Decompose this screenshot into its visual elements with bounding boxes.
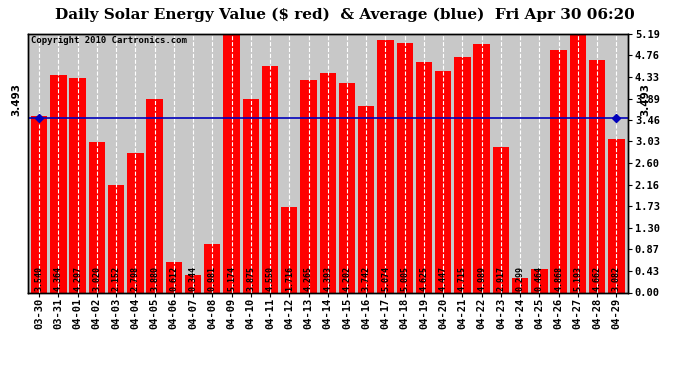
Text: 0.981: 0.981	[208, 266, 217, 291]
Text: 3.493: 3.493	[640, 83, 650, 116]
Text: 4.662: 4.662	[593, 266, 602, 291]
Text: 4.715: 4.715	[458, 266, 467, 291]
Bar	[243, 99, 259, 292]
Text: Copyright 2010 Cartronics.com: Copyright 2010 Cartronics.com	[30, 36, 186, 45]
Text: 4.202: 4.202	[342, 266, 351, 291]
Text: 3.082: 3.082	[612, 266, 621, 291]
Bar	[108, 185, 124, 292]
Text: 3.540: 3.540	[34, 266, 43, 291]
Text: 2.798: 2.798	[131, 266, 140, 291]
Text: 0.612: 0.612	[169, 266, 178, 291]
Bar	[50, 75, 66, 292]
Text: 4.550: 4.550	[266, 266, 275, 291]
Text: 5.005: 5.005	[400, 266, 409, 291]
Text: 4.393: 4.393	[323, 266, 333, 291]
Text: 4.868: 4.868	[554, 266, 563, 291]
Text: 2.917: 2.917	[496, 266, 505, 291]
Bar	[570, 34, 586, 292]
Bar	[358, 106, 375, 292]
Text: 3.880: 3.880	[150, 266, 159, 291]
Bar	[473, 44, 490, 292]
Bar	[224, 34, 239, 292]
Text: 4.297: 4.297	[73, 266, 82, 291]
Bar	[454, 57, 471, 292]
Bar	[31, 116, 48, 292]
Bar	[146, 99, 163, 292]
Bar	[300, 80, 317, 292]
Text: 5.193: 5.193	[573, 266, 582, 291]
Bar	[377, 39, 394, 292]
Text: 4.989: 4.989	[477, 266, 486, 291]
Text: 4.265: 4.265	[304, 266, 313, 291]
Bar	[589, 60, 605, 292]
Text: 3.493: 3.493	[11, 83, 21, 116]
Text: 5.074: 5.074	[381, 266, 390, 291]
Bar	[551, 50, 566, 292]
Bar	[416, 62, 432, 292]
Bar	[397, 43, 413, 292]
Bar	[512, 278, 529, 292]
Bar	[262, 66, 278, 292]
Text: 4.447: 4.447	[439, 266, 448, 291]
Bar	[435, 71, 451, 292]
Bar	[127, 153, 144, 292]
Text: 0.299: 0.299	[515, 266, 524, 291]
Bar	[204, 244, 221, 292]
Bar	[493, 147, 509, 292]
Text: 4.364: 4.364	[54, 266, 63, 291]
Bar	[185, 275, 201, 292]
Text: 5.174: 5.174	[227, 266, 236, 291]
Bar	[281, 207, 297, 292]
Bar	[70, 78, 86, 292]
Bar	[608, 139, 624, 292]
Text: 3.875: 3.875	[246, 266, 255, 291]
Text: 2.152: 2.152	[112, 266, 121, 291]
Bar	[319, 74, 336, 292]
Bar	[89, 142, 105, 292]
Text: 1.716: 1.716	[285, 266, 294, 291]
Text: 3.020: 3.020	[92, 266, 101, 291]
Bar	[339, 83, 355, 292]
Text: 0.344: 0.344	[188, 266, 197, 291]
Text: 4.625: 4.625	[420, 266, 428, 291]
Text: 3.742: 3.742	[362, 266, 371, 291]
Bar	[166, 262, 182, 292]
Text: Daily Solar Energy Value ($ red)  & Average (blue)  Fri Apr 30 06:20: Daily Solar Energy Value ($ red) & Avera…	[55, 8, 635, 22]
Text: 0.464: 0.464	[535, 266, 544, 291]
Bar	[531, 269, 548, 292]
